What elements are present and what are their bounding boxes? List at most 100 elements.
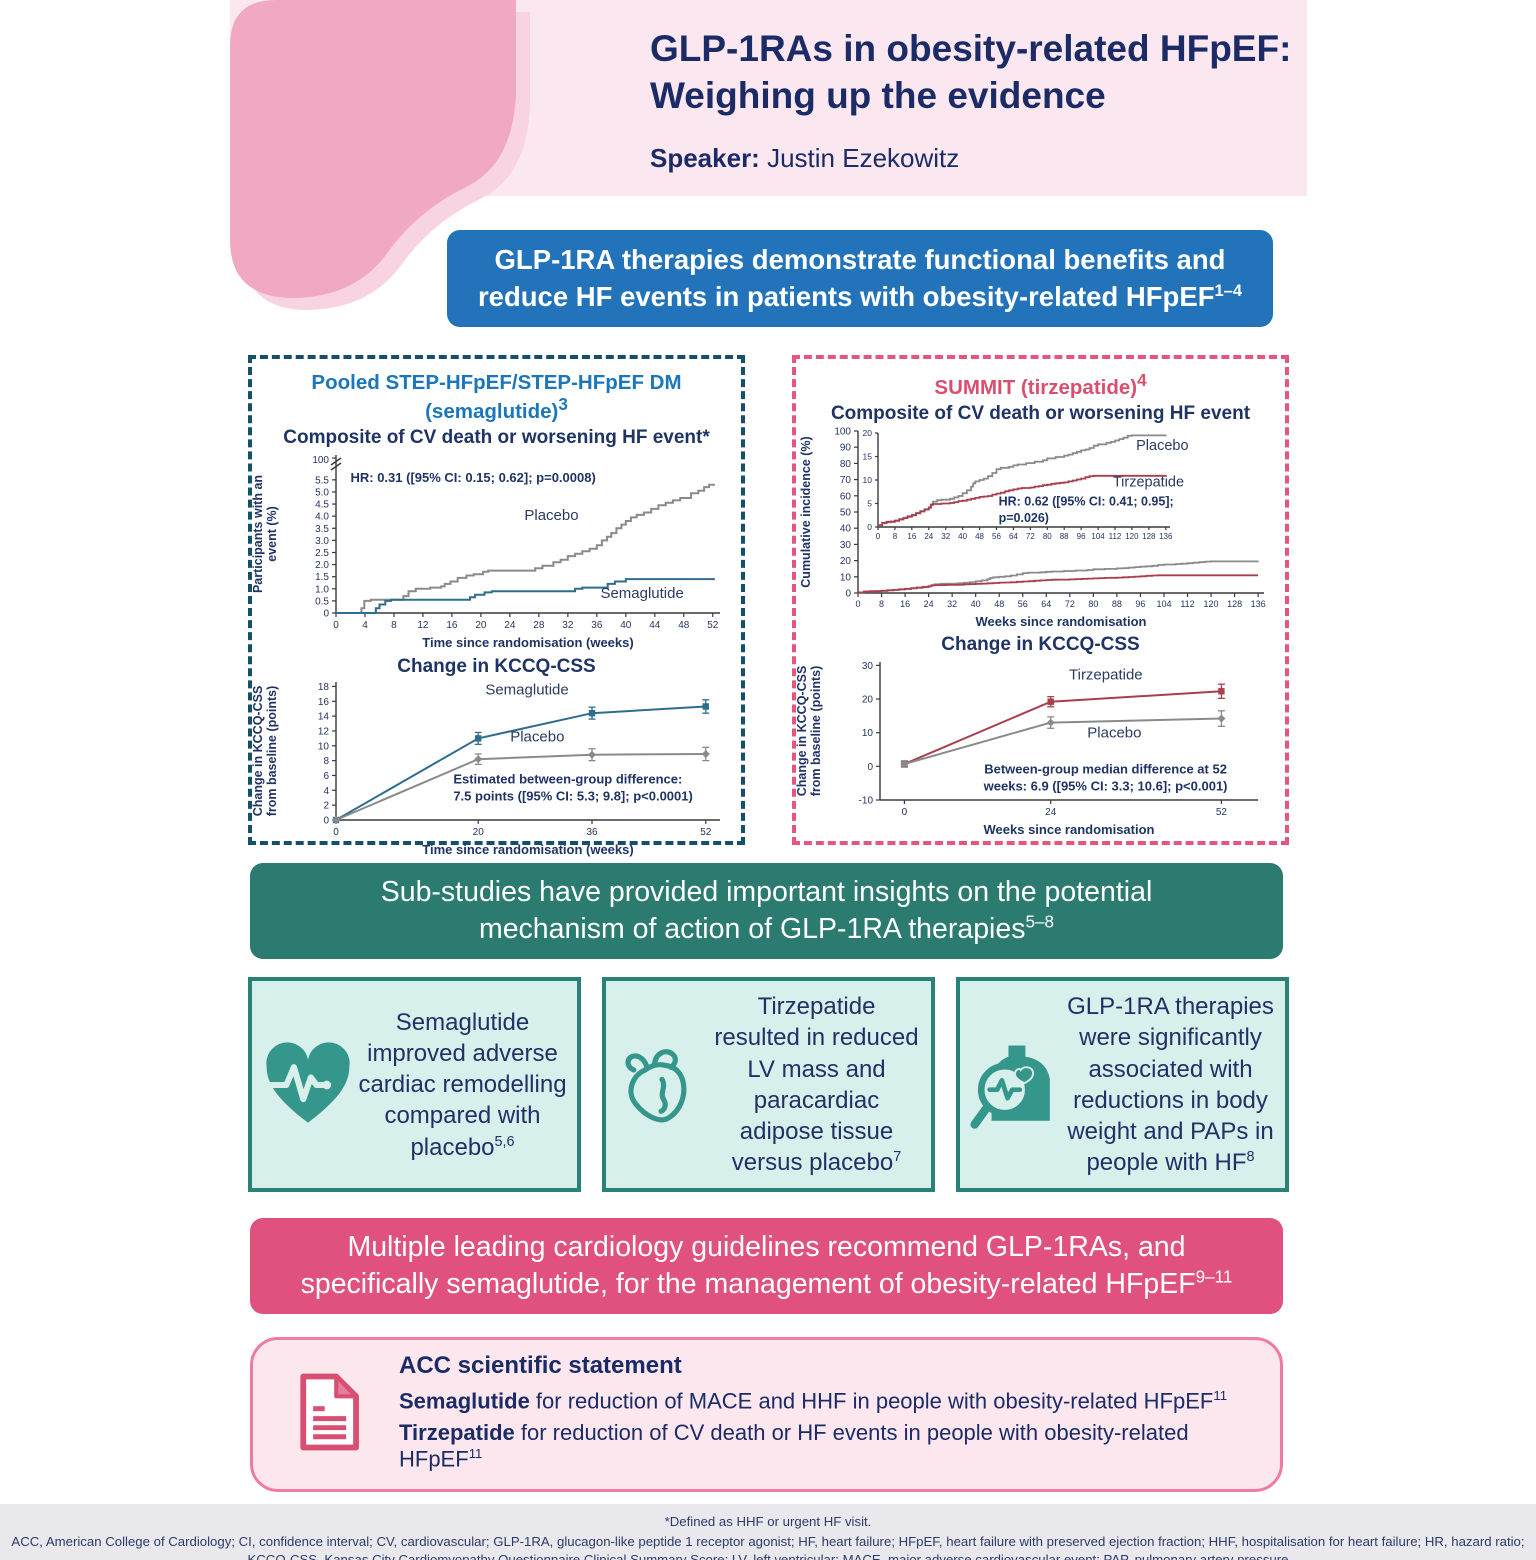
svg-text:8: 8 bbox=[323, 756, 329, 767]
banner-guidelines: Multiple leading cardiology guidelines r… bbox=[250, 1218, 1283, 1315]
insight-boxes-row: Semaglutide improved adverse cardiac rem… bbox=[248, 977, 1536, 1193]
svg-text:20: 20 bbox=[862, 694, 874, 705]
svg-text:40: 40 bbox=[971, 599, 981, 609]
footnote: *Defined as HHF or urgent HF visit. bbox=[664, 1513, 872, 1529]
chart-panels-row: Pooled STEP-HFpEF/STEP-HFpEF DM (semaglu… bbox=[248, 355, 1536, 857]
svg-text:Participants with anevent (%): Participants with anevent (%) bbox=[252, 475, 279, 593]
svg-text:90: 90 bbox=[840, 443, 852, 454]
svg-text:0: 0 bbox=[333, 827, 339, 838]
svg-text:120: 120 bbox=[1125, 532, 1139, 541]
panel-summit-tirzepatide: SUMMIT (tirzepatide)4 Composite of CV de… bbox=[792, 355, 1289, 846]
svg-text:-10: -10 bbox=[859, 795, 874, 806]
svg-text:Placebo: Placebo bbox=[1087, 724, 1141, 741]
svg-text:112: 112 bbox=[1109, 532, 1122, 541]
svg-text:14: 14 bbox=[318, 712, 330, 723]
svg-text:5: 5 bbox=[867, 498, 872, 508]
header-band: GLP-1RAs in obesity-related HFpEF: Weigh… bbox=[230, 0, 1307, 310]
svg-text:32: 32 bbox=[941, 532, 950, 541]
svg-text:0: 0 bbox=[323, 815, 329, 826]
svg-text:weeks: 6.9 ([95% CI: 3.3; 10.6: weeks: 6.9 ([95% CI: 3.3; 10.6]; p<0.001… bbox=[983, 779, 1228, 794]
svg-text:Semaglutide: Semaglutide bbox=[600, 585, 683, 602]
panel-semaglutide-title: Pooled STEP-HFpEF/STEP-HFpEF DM (semaglu… bbox=[311, 371, 682, 423]
svg-text:120: 120 bbox=[1204, 599, 1219, 609]
svg-text:70: 70 bbox=[840, 475, 852, 486]
svg-text:20: 20 bbox=[840, 556, 852, 567]
svg-text:8: 8 bbox=[391, 620, 397, 631]
svg-text:16: 16 bbox=[318, 697, 330, 708]
svg-text:40: 40 bbox=[620, 620, 632, 631]
svg-text:88: 88 bbox=[1060, 532, 1069, 541]
svg-text:Estimated between-group differ: Estimated between-group difference: bbox=[453, 772, 682, 787]
banner-substudies: Sub-studies have provided important insi… bbox=[250, 863, 1283, 960]
svg-text:4.5: 4.5 bbox=[315, 500, 329, 511]
title-block: GLP-1RAs in obesity-related HFpEF: Weigh… bbox=[650, 26, 1291, 174]
svg-text:104: 104 bbox=[1091, 532, 1105, 541]
acc-title: ACC scientific statement bbox=[399, 1352, 682, 1380]
svg-text:Weeks since randomisation: Weeks since randomisation bbox=[976, 614, 1147, 629]
svg-text:16: 16 bbox=[907, 532, 916, 541]
km-chart-title-semaglutide: Composite of CV death or worsening HF ev… bbox=[283, 426, 710, 448]
speaker-label: Speaker: bbox=[650, 143, 760, 174]
svg-text:1.0: 1.0 bbox=[315, 584, 329, 595]
svg-text:24: 24 bbox=[924, 599, 934, 609]
banner-pink-sup: 9–11 bbox=[1195, 1267, 1233, 1287]
svg-text:100: 100 bbox=[834, 426, 851, 437]
svg-text:2.5: 2.5 bbox=[315, 548, 329, 559]
svg-text:0: 0 bbox=[855, 599, 860, 609]
svg-text:80: 80 bbox=[840, 459, 852, 470]
svg-text:2: 2 bbox=[323, 801, 329, 812]
speaker-line: Speaker: Justin Ezekowitz bbox=[650, 143, 1291, 174]
svg-text:0: 0 bbox=[845, 588, 851, 599]
acc-statement-box: ACC scientific statement Semaglutide for… bbox=[250, 1337, 1283, 1492]
anatomical-heart-icon bbox=[612, 1038, 712, 1132]
svg-text:20: 20 bbox=[863, 428, 873, 438]
svg-text:0: 0 bbox=[323, 608, 329, 619]
page-title-line2: Weighing up the evidence bbox=[650, 74, 1106, 116]
svg-text:80: 80 bbox=[1088, 599, 1098, 609]
svg-text:56: 56 bbox=[1018, 599, 1028, 609]
svg-text:HR: 0.62 ([95% CI: 0.41; 0.95]: HR: 0.62 ([95% CI: 0.41; 0.95]; bbox=[999, 494, 1174, 508]
km-chart-semaglutide: 0 4 8 12 16 20 24 28 32 36 40 44 48 5200.51.01.52.02.… bbox=[252, 454, 720, 650]
svg-text:28: 28 bbox=[533, 620, 545, 631]
svg-text:24: 24 bbox=[504, 620, 516, 631]
svg-text:7.5 points ([95% CI: 5.3; 9.8]: 7.5 points ([95% CI: 5.3; 9.8]; p<0.0001… bbox=[453, 789, 693, 804]
svg-text:Placebo: Placebo bbox=[510, 728, 564, 745]
kccq-chart-tirzepatide: 0 24 52 -10 0 10 20 30 Tirzepatide Placebo Between… bbox=[796, 661, 1258, 837]
svg-text:0: 0 bbox=[867, 522, 872, 532]
svg-text:72: 72 bbox=[1065, 599, 1075, 609]
heart-pulse-icon bbox=[258, 1038, 358, 1132]
insight-box-body-weight: GLP-1RA therapies were significantly ass… bbox=[956, 977, 1289, 1193]
svg-text:Tirzepatide: Tirzepatide bbox=[1113, 475, 1184, 491]
svg-text:12: 12 bbox=[318, 726, 330, 737]
banner-teal-text: Sub-studies have provided important insi… bbox=[380, 876, 1153, 946]
svg-text:10: 10 bbox=[862, 728, 874, 739]
svg-text:24: 24 bbox=[924, 532, 933, 541]
km-chart-tirzepatide: 0 8 16 24 32 40 48 56 64 72 80 88 96 104 112 120 128 1360… bbox=[799, 426, 1266, 629]
kccq-chart-title-tirzepatide: Change in KCCQ-CSS bbox=[941, 633, 1140, 655]
svg-text:Change in KCCQ-CSSfrom baselin: Change in KCCQ-CSSfrom baseline (points) bbox=[796, 666, 823, 797]
svg-text:5.5: 5.5 bbox=[315, 475, 329, 486]
svg-text:Between-group median differenc: Between-group median difference at 52 bbox=[984, 762, 1227, 777]
pink-wave-decoration bbox=[230, 0, 530, 310]
svg-text:32: 32 bbox=[947, 599, 957, 609]
svg-text:96: 96 bbox=[1077, 532, 1086, 541]
svg-text:128: 128 bbox=[1227, 599, 1242, 609]
footer: *Defined as HHF or urgent HF visit. ACC,… bbox=[0, 1503, 1536, 1560]
svg-text:Weeks since randomisation: Weeks since randomisation bbox=[984, 822, 1155, 837]
abbreviations: ACC, American College of Cardiology; CI,… bbox=[11, 1533, 1525, 1560]
svg-text:8: 8 bbox=[879, 599, 884, 609]
insight-box-lv-mass: Tirzepatide resulted in reduced LV mass … bbox=[602, 977, 935, 1193]
acc-item-tirzepatide: Tirzepatide for reduction of CV death or… bbox=[399, 1419, 1189, 1471]
insight-text: Semaglutide improved adverse cardiac rem… bbox=[358, 1008, 567, 1161]
svg-text:32: 32 bbox=[562, 620, 574, 631]
km-chart-title-tirzepatide: Composite of CV death or worsening HF ev… bbox=[830, 402, 1251, 424]
svg-text:10: 10 bbox=[840, 572, 852, 583]
svg-text:10: 10 bbox=[318, 741, 330, 752]
svg-text:48: 48 bbox=[994, 599, 1004, 609]
svg-text:10: 10 bbox=[863, 475, 873, 485]
svg-text:0: 0 bbox=[876, 532, 881, 541]
svg-text:36: 36 bbox=[591, 620, 603, 631]
insight-text: Tirzepatide resulted in reduced LV mass … bbox=[714, 993, 919, 1177]
svg-text:104: 104 bbox=[1156, 599, 1171, 609]
